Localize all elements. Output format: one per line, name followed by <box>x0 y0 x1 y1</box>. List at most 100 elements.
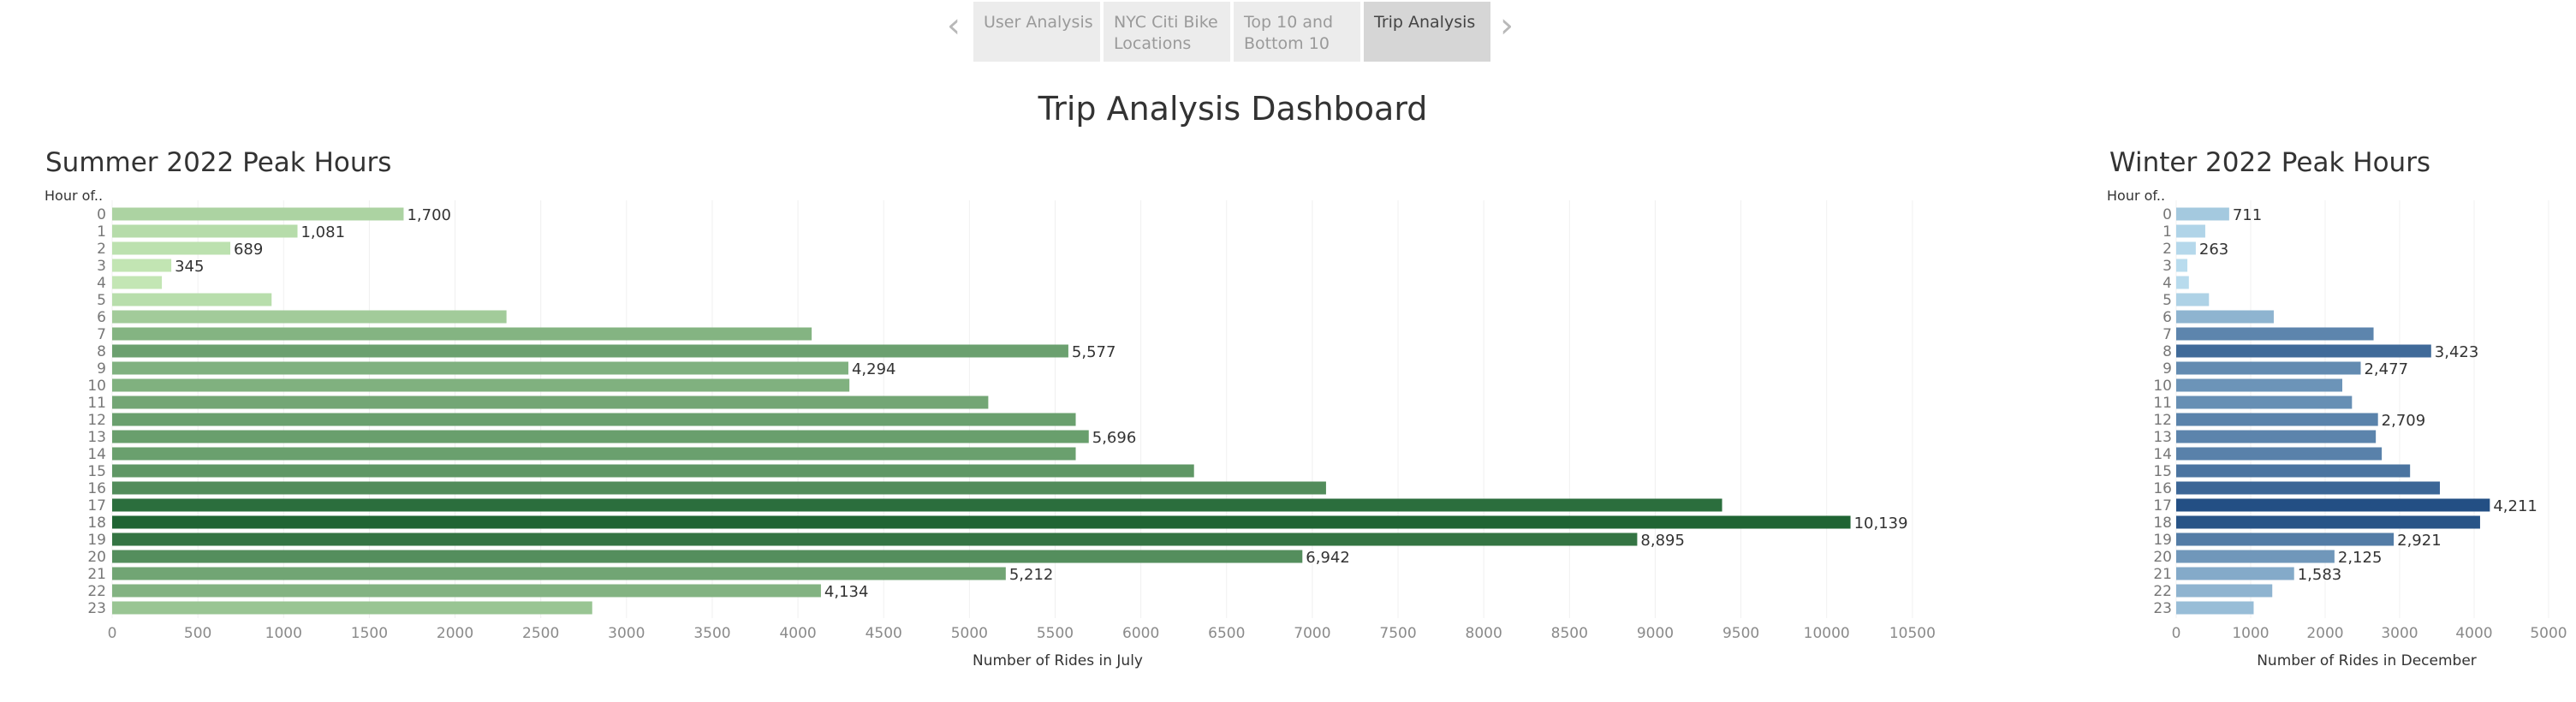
summer-chart-title: Summer 2022 Peak Hours <box>45 147 391 178</box>
winter-category-label: 9 <box>2163 360 2172 378</box>
summer-category-label: 6 <box>97 309 106 326</box>
winter-bar-hour-6 <box>2176 310 2274 324</box>
winter-category-label: 22 <box>2153 583 2172 600</box>
summer-bar-hour-7 <box>112 327 812 341</box>
summer-category-label: 17 <box>87 497 106 515</box>
summer-category-label: 1 <box>97 223 106 241</box>
winter-category-label: 16 <box>2153 480 2172 497</box>
winter-category-label: 8 <box>2163 343 2172 360</box>
summer-x-tick-label: 5500 <box>1037 625 1074 642</box>
winter-category-label: 10 <box>2153 378 2172 395</box>
winter-data-label: 3,423 <box>2435 343 2479 361</box>
summer-x-tick-label: 0 <box>108 625 117 642</box>
winter-bar-hour-18 <box>2176 515 2480 529</box>
winter-bar-hour-5 <box>2176 293 2210 306</box>
summer-x-tick-label: 6000 <box>1122 625 1159 642</box>
winter-bar-hour-17 <box>2176 498 2490 512</box>
summer-data-label: 6,942 <box>1306 549 1350 567</box>
summer-bar-hour-3 <box>112 259 172 272</box>
summer-bar-hour-23 <box>112 601 592 615</box>
summer-category-label: 11 <box>87 395 106 412</box>
winter-x-tick-label: 0 <box>2172 625 2181 642</box>
summer-category-label: 19 <box>87 532 106 549</box>
summer-category-label: 22 <box>87 583 106 600</box>
summer-data-label: 5,212 <box>1009 566 1054 584</box>
summer-bar-hour-16 <box>112 481 1326 495</box>
summer-bar-hour-5 <box>112 293 272 306</box>
summer-bar-hour-21 <box>112 567 1006 580</box>
summer-x-tick-label: 4500 <box>866 625 902 642</box>
summer-bar-hour-18 <box>112 515 1851 529</box>
winter-category-label: 2 <box>2163 241 2172 258</box>
winter-category-label: 20 <box>2153 549 2172 566</box>
winter-category-label: 18 <box>2153 515 2172 532</box>
tab-top-10-bottom-10[interactable]: Top 10 and Bottom 10 <box>1234 2 1360 62</box>
summer-category-label: 4 <box>97 275 106 292</box>
winter-bar-hour-15 <box>2176 464 2411 478</box>
winter-category-label: 11 <box>2153 395 2172 412</box>
summer-category-label: 16 <box>87 480 106 497</box>
summer-x-tick-label: 8000 <box>1466 625 1502 642</box>
summer-category-label: 12 <box>87 412 106 429</box>
winter-bar-hour-10 <box>2176 378 2343 392</box>
summer-category-label: 20 <box>87 549 106 566</box>
summer-data-label: 8,895 <box>1640 532 1685 550</box>
chevron-left-icon[interactable]: ‹ <box>947 6 961 45</box>
summer-x-tick-label: 8500 <box>1551 625 1588 642</box>
winter-category-label: 1 <box>2163 223 2172 241</box>
winter-category-label: 17 <box>2153 497 2172 515</box>
winter-data-label: 4,211 <box>2493 497 2537 515</box>
summer-x-tick-label: 9000 <box>1637 625 1674 642</box>
summer-category-label: 18 <box>87 515 106 532</box>
summer-bar-hour-19 <box>112 532 1638 546</box>
summer-peak-hours-chart: Summer 2022 Peak Hours Hour of.. 0 500 1000 1… <box>45 147 1936 669</box>
summer-data-label: 345 <box>175 258 204 276</box>
summer-x-tick-label: 7000 <box>1294 625 1330 642</box>
summer-bar-hour-22 <box>112 584 821 598</box>
summer-category-header: Hour of.. <box>45 187 103 204</box>
winter-bar-hour-19 <box>2176 532 2395 546</box>
summer-data-label: 1,081 <box>300 223 345 241</box>
winter-category-label: 21 <box>2153 566 2172 583</box>
summer-x-tick-label: 1000 <box>265 625 302 642</box>
summer-x-tick-label: 7500 <box>1379 625 1416 642</box>
summer-x-tick-label: 10000 <box>1804 625 1850 642</box>
winter-x-tick-label: 5000 <box>2530 625 2567 642</box>
summer-x-tick-label: 5000 <box>951 625 988 642</box>
winter-category-label: 14 <box>2153 446 2172 463</box>
winter-data-label: 711 <box>2233 206 2262 224</box>
summer-x-tick-label: 4000 <box>779 625 816 642</box>
winter-bar-hour-11 <box>2176 396 2353 409</box>
tab-trip-analysis[interactable]: Trip Analysis <box>1364 2 1490 62</box>
summer-category-label: 7 <box>97 326 106 343</box>
winter-category-label: 23 <box>2153 600 2172 617</box>
dashboard-title: Trip Analysis Dashboard <box>1038 90 1428 128</box>
summer-bar-hour-20 <box>112 550 1303 563</box>
winter-bar-hour-20 <box>2176 550 2335 563</box>
summer-bar-hour-6 <box>112 310 507 324</box>
winter-category-label: 6 <box>2163 309 2172 326</box>
chevron-right-icon[interactable]: › <box>1500 6 1514 45</box>
summer-x-tick-label: 3500 <box>693 625 730 642</box>
winter-data-label: 263 <box>2199 241 2228 259</box>
summer-x-tick-label: 2500 <box>522 625 559 642</box>
summer-data-label: 689 <box>234 241 263 259</box>
summer-bar-hour-10 <box>112 378 850 392</box>
tab-nyc-citi-bike-locations[interactable]: NYC Citi Bike Locations <box>1104 2 1230 62</box>
summer-data-label: 4,134 <box>824 583 869 601</box>
summer-bar-hour-11 <box>112 396 989 409</box>
summer-category-label: 9 <box>97 360 106 378</box>
summer-data-label: 1,700 <box>407 206 451 224</box>
winter-data-label: 1,583 <box>2298 566 2342 584</box>
tab-user-analysis[interactable]: User Analysis <box>973 2 1100 62</box>
winter-category-label: 0 <box>2163 206 2172 223</box>
winter-category-label: 13 <box>2153 429 2172 446</box>
winter-category-label: 5 <box>2163 292 2172 309</box>
winter-bar-hour-0 <box>2176 207 2229 221</box>
winter-category-label: 15 <box>2153 463 2172 480</box>
winter-data-label: 2,921 <box>2397 532 2442 550</box>
winter-bar-hour-14 <box>2176 447 2383 461</box>
winter-category-label: 12 <box>2153 412 2172 429</box>
winter-bar-hour-3 <box>2176 259 2188 272</box>
